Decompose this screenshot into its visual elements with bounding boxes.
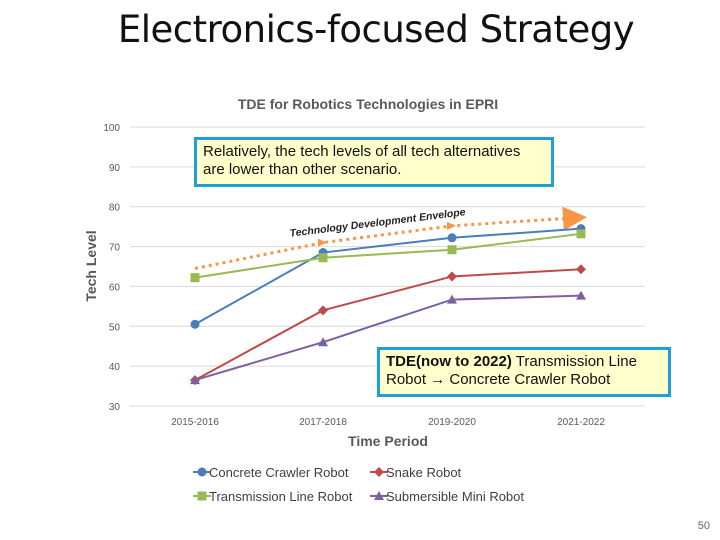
callout-note-levels: Relatively, the tech levels of all tech … [194, 137, 554, 187]
legend-label-concrete-crawler-robot: Concrete Crawler Robot [209, 465, 349, 480]
chart-title: TDE for Robotics Technologies in EPRI [238, 96, 498, 112]
legend-label-transmission-line-robot: Transmission Line Robot [209, 489, 353, 504]
y-tick-label: 50 [109, 322, 121, 333]
series-line-transmission-line-robot [194, 232, 582, 279]
data-point-transmission-line-robot [318, 253, 328, 263]
x-tick-label: 2017-2018 [299, 417, 347, 428]
data-point-snake-robot [447, 271, 457, 282]
data-point-submersible-mini-robot [576, 290, 586, 300]
callout-note-tde: TDE(now to 2022) Transmission Line Robot… [377, 347, 671, 397]
slide-title: Electronics-focused Strategy [117, 8, 635, 51]
x-tick-label: 2021-2022 [557, 417, 605, 428]
data-point-concrete-crawler-robot [190, 319, 200, 329]
legend-marker-snake-robot [374, 467, 384, 477]
legend-marker-transmission-line-robot [197, 491, 207, 501]
legend-marker-concrete-crawler-robot [197, 467, 207, 477]
data-point-concrete-crawler-robot [447, 233, 457, 243]
x-tick-label: 2015-2016 [171, 417, 219, 428]
x-axis-label: Time Period [348, 433, 428, 449]
page-number: 50 [697, 520, 710, 532]
x-tick-label: 2019-2020 [428, 417, 476, 428]
callout-note-levels-text: Relatively, the tech levels of all tech … [203, 143, 521, 178]
y-tick-label: 40 [109, 362, 121, 373]
data-point-submersible-mini-robot [318, 337, 328, 347]
data-point-snake-robot [576, 264, 586, 275]
legend-label-submersible-mini-robot: Submersible Mini Robot [386, 489, 524, 504]
envelope-line [194, 206, 587, 270]
legend-label-snake-robot: Snake Robot [386, 465, 462, 480]
data-point-transmission-line-robot [576, 229, 586, 239]
envelope-arrow-mark [318, 238, 327, 247]
y-tick-label: 100 [103, 123, 120, 134]
data-point-submersible-mini-robot [447, 294, 457, 304]
callout-note-tde-bold: TDE(now to 2022) [386, 353, 512, 370]
data-point-snake-robot [318, 305, 328, 316]
series-line-concrete-crawler-robot [194, 227, 582, 326]
y-tick-label: 90 [109, 163, 121, 174]
callout-note-tde-text: Transmission Line Robot → Concrete Crawl… [386, 353, 637, 388]
data-point-transmission-line-robot [447, 245, 457, 255]
series-line-snake-robot [194, 268, 582, 381]
legend-marker-submersible-mini-robot [374, 491, 384, 500]
data-point-transmission-line-robot [190, 273, 200, 283]
y-tick-label: 70 [109, 243, 121, 254]
y-tick-label: 60 [109, 282, 121, 293]
envelope-annotation: Technology Development Envelope [289, 206, 466, 239]
data-point-submersible-mini-robot [190, 375, 200, 385]
y-axis-label: Tech Level [83, 230, 99, 301]
y-tick-label: 80 [109, 203, 121, 214]
envelope-arrow-mark [447, 221, 456, 230]
series-line-submersible-mini-robot [194, 294, 582, 382]
y-tick-label: 30 [109, 402, 121, 413]
